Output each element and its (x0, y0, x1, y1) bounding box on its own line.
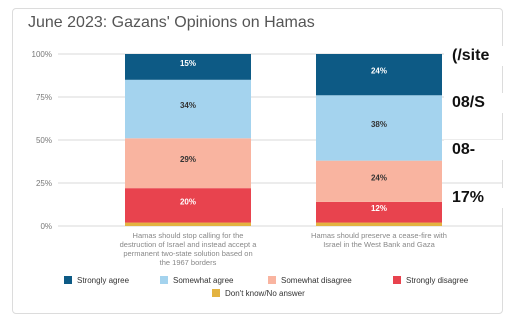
bar-segment (316, 222, 442, 226)
chart-title: June 2023: Gazans' Opinions on Hamas (28, 14, 315, 31)
y-tick-label: 0% (40, 222, 52, 231)
data-label: 20% (180, 197, 196, 206)
bar-segment (125, 54, 251, 80)
bar-segment (125, 188, 251, 223)
legend-label: Strongly disagree (406, 276, 469, 285)
bar-segment (125, 222, 251, 226)
y-tick-label: 100% (32, 50, 52, 59)
overlay-text-line: 08- (444, 140, 509, 160)
x-tick-label: Hamas should preserve a cease-fire with (311, 231, 447, 240)
bar-segment (316, 201, 442, 223)
legend-swatch (64, 276, 72, 284)
legend-swatch (268, 276, 276, 284)
legend-label: Somewhat disagree (281, 276, 352, 285)
bar-segment (125, 79, 251, 139)
y-tick-label: 25% (36, 179, 52, 188)
bar-segment (316, 95, 442, 161)
bar-segment (316, 54, 442, 96)
data-label: 15% (180, 59, 196, 68)
x-tick-label: destruction of Israel and instead accept… (120, 240, 258, 249)
legend-label: Somewhat agree (173, 276, 234, 285)
x-tick-label: the 1967 borders (160, 258, 217, 267)
x-tick-label: Hamas should stop calling for the (133, 231, 244, 240)
legend-label: Don't know/No answer (225, 289, 305, 298)
legend-swatch (212, 289, 220, 297)
data-label: 34% (180, 101, 196, 110)
bar-segment (316, 160, 442, 202)
y-tick-label: 75% (36, 93, 52, 102)
legend-label: Strongly agree (77, 276, 130, 285)
data-label: 24% (371, 173, 387, 182)
legend-swatch (160, 276, 168, 284)
legend-swatch (393, 276, 401, 284)
bar-segment (125, 138, 251, 189)
data-label: 24% (371, 67, 387, 76)
data-label: 38% (371, 120, 387, 129)
y-tick-label: 50% (36, 136, 52, 145)
data-label: 29% (180, 155, 196, 164)
x-tick-label: Israel in the West Bank and Gaza (323, 240, 435, 249)
overlay-text-line: (/site (444, 46, 509, 66)
overlay-text-line: 17% (444, 188, 509, 208)
x-tick-label: permanent two-state solution based on (123, 249, 252, 258)
data-label: 12% (371, 204, 387, 213)
overlay-text-line: 08/S (444, 93, 509, 113)
